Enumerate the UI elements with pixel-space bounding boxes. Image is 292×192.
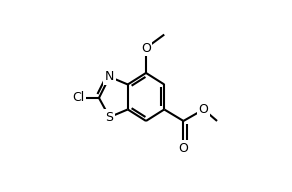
Text: O: O [141,41,151,55]
Text: Cl: Cl [73,91,85,104]
Text: N: N [105,70,114,83]
Text: O: O [178,142,188,155]
Text: O: O [199,103,208,116]
Text: S: S [105,111,114,124]
